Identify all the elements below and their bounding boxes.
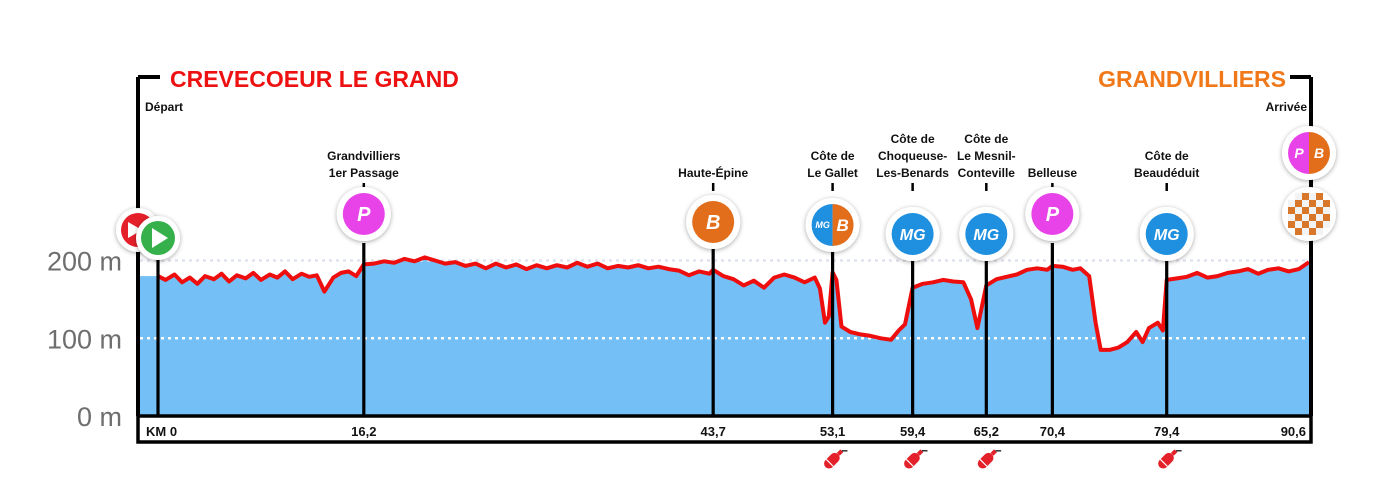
badge-half-left <box>811 204 833 246</box>
marker-name: Côte de <box>891 132 935 146</box>
badge-letter: B <box>706 212 720 234</box>
marker-sprint: 16,2 Grandvilliers 1er Passage P <box>327 149 401 439</box>
km-axis-bar <box>136 414 1313 444</box>
km-label: 79,4 <box>1154 424 1180 439</box>
badge-letter: B <box>1314 145 1324 161</box>
marker-name: Grandvilliers <box>327 149 401 163</box>
elevation-line <box>157 255 1311 352</box>
badge-letter: MG <box>1154 227 1180 244</box>
marker-name: Belleuse <box>1028 166 1078 180</box>
badge-disc <box>342 193 385 235</box>
marker-name: 1er Passage <box>329 166 399 180</box>
badge-letter: MG <box>815 220 830 230</box>
marker-climb: 59,4 Côte de Choqueuse- Les-Benards MG <box>876 132 949 439</box>
km-label: 59,4 <box>900 424 926 439</box>
badge-disc <box>965 213 1008 255</box>
gridlines <box>140 259 1309 340</box>
badge-letter: P <box>357 204 371 226</box>
km-label: 43,7 <box>701 424 726 439</box>
start-label: Départ <box>145 100 183 114</box>
start-arrow-icon <box>128 222 142 238</box>
y-tick-label: 100 m <box>47 324 122 354</box>
marker-name: Côte de <box>964 132 1008 146</box>
elevation-area <box>140 257 1309 416</box>
extinguisher-icon <box>904 449 928 469</box>
finish-town-title: GRANDVILLIERS <box>1098 66 1286 92</box>
badge-letter: MG <box>900 227 926 244</box>
badge-half-right <box>832 204 854 246</box>
badge-letter: P <box>1046 204 1060 226</box>
marker-bonus: 43,7 Haute-Épine B <box>678 165 748 439</box>
play-icon <box>152 228 168 248</box>
extinguisher-icon <box>1158 449 1182 469</box>
marker-climb: 79,4 Côte de Beaudéduit MG <box>1134 149 1199 439</box>
y-axis: 0 m 100 m 200 m <box>47 247 122 433</box>
km-label: 90,6 <box>1281 424 1306 439</box>
marker-start: KM 0 <box>116 208 180 439</box>
marker-finish: 90,6 P B <box>1281 126 1336 439</box>
marker-name: Choqueuse- <box>878 149 947 163</box>
extinguisher-icon <box>824 449 848 469</box>
marker-name: Le Gallet <box>807 166 858 180</box>
marker-name: Côte de <box>811 149 855 163</box>
extinguisher-icon <box>977 449 1002 469</box>
badge-disc <box>891 213 934 255</box>
badge-letter: B <box>836 216 848 235</box>
km-label: 65,2 <box>974 424 999 439</box>
marker-climb: 65,2 Côte de Le Mesnil- Conteville MG <box>957 132 1016 439</box>
marker-name: Haute-Épine <box>678 165 748 180</box>
km-label: KM 0 <box>146 424 177 439</box>
marker-sprint: 70,4 Belleuse P <box>1025 166 1080 439</box>
badge-disc <box>1031 193 1074 235</box>
marker-name: Conteville <box>958 166 1016 180</box>
badge-half-right <box>1309 132 1330 174</box>
badge-letter: P <box>1294 145 1304 161</box>
finish-label: Arrivée <box>1266 100 1308 114</box>
marker-climb-bonus: 53,1 Côte de Le Gallet MG B <box>805 149 860 439</box>
y-tick-label: 200 m <box>47 247 122 277</box>
km-label: 53,1 <box>820 424 845 439</box>
marker-name: Les-Benards <box>876 166 949 180</box>
badge-disc <box>692 201 735 243</box>
marker-name: Le Mesnil- <box>957 149 1016 163</box>
start-town-title: CREVECOEUR LE GRAND <box>170 66 459 92</box>
checkered-flag-icon <box>1288 193 1330 235</box>
badge-letter: MG <box>973 227 999 244</box>
y-tick-label: 0 m <box>77 402 122 432</box>
markers-layer: KM 0 16,2 Grandvilliers 1er Passage P 43,7 Hau… <box>116 126 1336 469</box>
badge-disc <box>1145 213 1188 255</box>
marker-name: Côte de <box>1145 149 1189 163</box>
km-label: 16,2 <box>351 424 376 439</box>
km-label: 70,4 <box>1040 424 1066 439</box>
badge-half-left <box>1288 132 1309 174</box>
marker-name: Beaudéduit <box>1134 166 1199 180</box>
